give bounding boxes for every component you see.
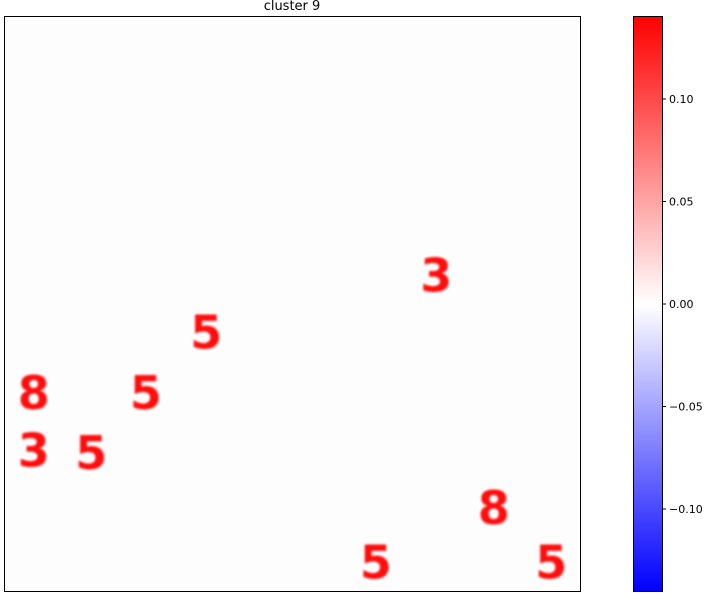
digit-glyph-3: 5 <box>130 366 162 420</box>
colorbar-ticks: −0.10 −0.05 0.00 0.05 0.10 <box>662 93 703 516</box>
glyph-layer: 358 53 585 5 <box>18 248 568 589</box>
digit-glyph-7: 5 <box>360 535 392 589</box>
chart-title: cluster 9 <box>264 0 321 14</box>
digit-glyph-5: 5 <box>75 426 107 480</box>
colorbar <box>633 16 663 592</box>
colorbar-tick-label-4: 0.10 <box>669 93 694 106</box>
digit-glyph-1: 5 <box>190 306 222 360</box>
digit-glyph-0: 3 <box>420 248 452 302</box>
digit-glyph-2: 8 <box>18 366 50 420</box>
digit-glyph-6: 8 <box>478 481 510 535</box>
colorbar-tick-label-0: −0.10 <box>669 503 703 516</box>
plot-area <box>4 16 581 592</box>
colorbar-tick-label-2: 0.00 <box>669 298 694 311</box>
digit-glyph-4: 3 <box>18 423 50 477</box>
colorbar-tick-label-1: −0.05 <box>669 401 703 414</box>
digit-glyph-8: 5 <box>535 535 567 589</box>
colorbar-tick-label-3: 0.05 <box>669 196 694 209</box>
